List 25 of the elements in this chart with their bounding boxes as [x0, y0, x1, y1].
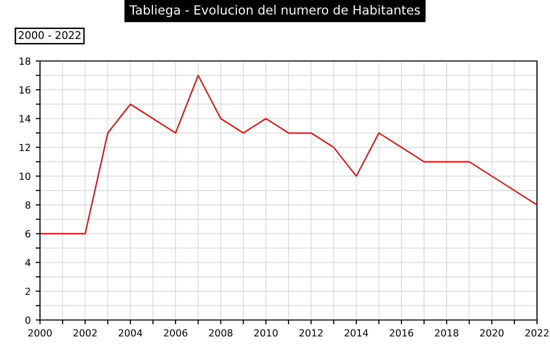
- y-tick-label: 0: [25, 316, 30, 324]
- y-tick-label: 14: [20, 115, 30, 122]
- x-tick-label: 2014: [344, 329, 368, 337]
- x-tick-label: 2020: [480, 329, 504, 337]
- y-tick-label: 8: [25, 201, 30, 209]
- y-tick-label: 4: [25, 259, 30, 266]
- text: 2000 - 2022: [18, 31, 80, 40]
- x-tick-label: 2000: [28, 329, 52, 337]
- y-tick-label: 16: [20, 86, 30, 94]
- x-tick-label: 2012: [299, 329, 322, 337]
- x-tick-label: 2004: [118, 329, 142, 337]
- line-series: [40, 74, 537, 234]
- y-tick-label: 2: [26, 288, 30, 295]
- x-tick-label: 2022: [525, 329, 548, 337]
- chart-title: Tabliega - Evolucion del numero de Habitantes: [129, 4, 420, 18]
- y-tick-label: 6: [25, 230, 30, 238]
- y-tick-label: 12: [20, 144, 30, 152]
- x-tick-label: 2008: [209, 329, 232, 337]
- x-tick-label: 2018: [434, 329, 458, 337]
- y-tick-label: 18: [20, 57, 30, 65]
- y-tick-label: 10: [20, 172, 30, 180]
- x-tick-label: 2006: [164, 329, 188, 337]
- x-tick-label: 2016: [390, 329, 414, 337]
- x-tick-label: 2010: [254, 329, 278, 337]
- x-tick-label: 2002: [74, 329, 97, 337]
